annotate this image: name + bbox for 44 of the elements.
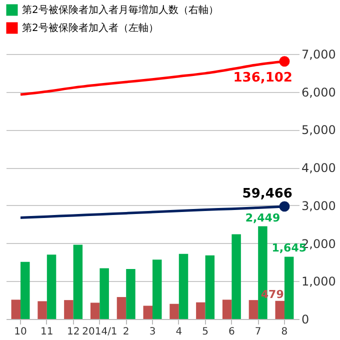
bar: [20, 262, 30, 319]
bar: [38, 301, 47, 319]
bar: [205, 255, 215, 319]
x-tick-label: 10: [14, 326, 27, 338]
bar: [284, 256, 294, 319]
y2-tick-label: 3,000: [302, 198, 336, 213]
y2-tick-label: 1,000: [302, 274, 336, 289]
bar: [178, 254, 188, 319]
bar: [73, 244, 83, 319]
data-label: 136,102: [233, 70, 292, 86]
bar: [116, 297, 126, 319]
x-tick-label: 7: [254, 326, 262, 338]
bar: [126, 269, 136, 319]
x-tick-label: 11: [40, 326, 54, 338]
bar: [248, 300, 258, 319]
y2-tick-label: 4,000: [302, 161, 336, 176]
bar: [46, 254, 56, 319]
data-label: 2,449: [245, 211, 280, 224]
bar: [170, 304, 179, 319]
bar: [64, 300, 74, 319]
bar: [232, 234, 241, 319]
x-tick-label: 4: [176, 326, 182, 338]
y2-tick-label: 6,000: [302, 85, 336, 100]
x-tick-label: 6: [228, 326, 235, 338]
x-tick-label: 8: [281, 326, 288, 338]
data-label: 59,466: [242, 186, 292, 202]
bar: [275, 300, 284, 319]
bar: [222, 300, 232, 319]
x-tick-label: 12: [66, 326, 80, 338]
bar: [152, 260, 162, 319]
bar: [100, 268, 109, 319]
y2-tick-label: 7,000: [302, 48, 336, 62]
bar: [90, 302, 100, 319]
bar: [11, 300, 21, 319]
y2-tick-label: 5,000: [302, 123, 336, 138]
y2-tick-label: 0: [302, 312, 310, 326]
x-tick-label: 2: [122, 326, 130, 338]
x-tick-label: 5: [202, 326, 208, 338]
bar: [143, 306, 152, 319]
x-tick-label: 2014/1: [82, 326, 118, 338]
x-tick-label: 3: [149, 326, 156, 338]
legend-label: 第2号被保険者加入者月毎増加人数（右軸）: [22, 4, 218, 16]
bar: [196, 302, 206, 319]
legend-label: 第2号被保険者加入者（左軸）: [22, 22, 158, 34]
